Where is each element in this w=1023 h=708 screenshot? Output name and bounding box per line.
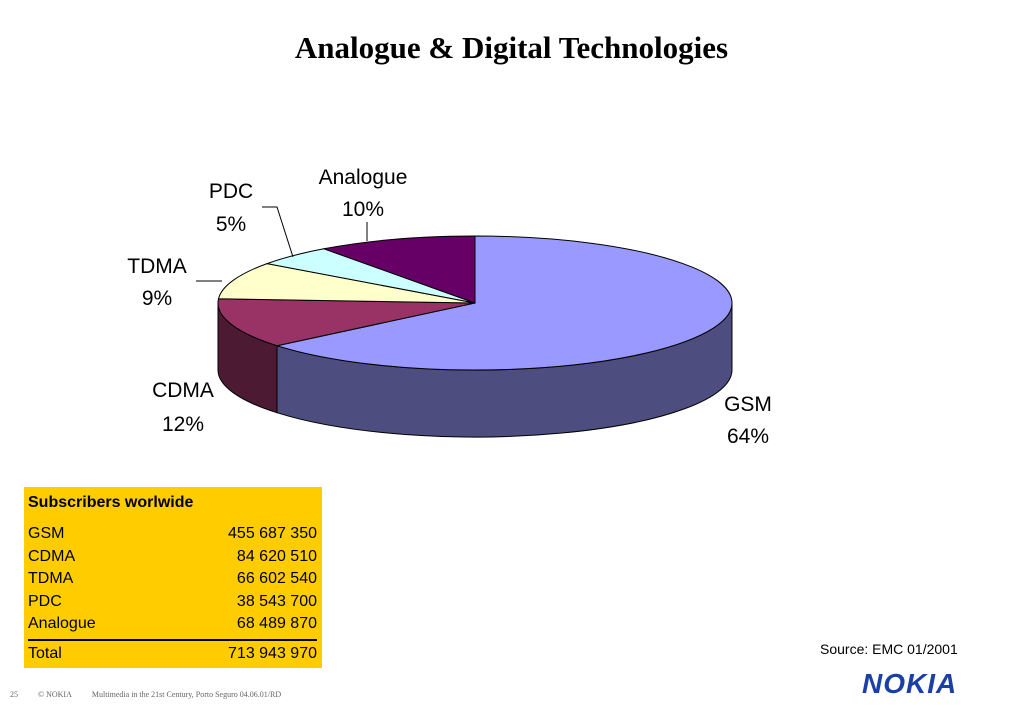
label-gsm-value: 64%	[727, 425, 769, 448]
row-name: GSM	[28, 525, 65, 542]
label-tdma-name: TDMA	[127, 255, 187, 278]
page-number: 25	[10, 690, 18, 699]
nokia-logo: NOKIA	[862, 668, 958, 699]
table-divider	[28, 638, 317, 641]
copyright: © NOKIA	[38, 690, 72, 699]
table-total-row: Total 713 943 970	[28, 641, 317, 667]
row-value: 84 620 510	[236, 547, 317, 565]
footer-text: Multimedia in the 21st Century, Porto Se…	[91, 690, 282, 699]
total-label: Total	[28, 644, 62, 662]
row-value: 68 489 870	[236, 615, 317, 633]
footer: 25 © NOKIA Multimedia in the 21st Centur…	[10, 690, 299, 699]
slice-top-tdma	[217, 263, 476, 304]
label-analogue-value: 10%	[342, 198, 384, 221]
table-row: TDMA 66 602 540	[28, 568, 317, 591]
slice-top-gsm	[275, 235, 733, 371]
leader-lines	[196, 206, 368, 282]
row-name: TDMA	[28, 570, 74, 588]
label-gsm-name: GSM	[724, 393, 772, 416]
label-analogue-name: Analogue	[319, 166, 408, 189]
slice-top-cdma	[217, 298, 476, 347]
source-note: Source: EMC 01/2001	[820, 641, 958, 657]
row-value: 455 687 350	[228, 525, 317, 542]
table-row: PDC 38 543 700	[28, 591, 317, 614]
row-name: Analogue	[28, 615, 96, 633]
label-cdma-name: CDMA	[152, 379, 214, 402]
label-tdma-value: 9%	[142, 287, 172, 310]
table-row: CDMA 84 620 510	[28, 546, 317, 569]
table-row: GSM 455 687 350	[28, 523, 317, 546]
total-value: 713 943 970	[228, 644, 317, 662]
row-value: 66 602 540	[236, 570, 317, 588]
label-pdc-value: 5%	[216, 213, 246, 236]
subscribers-table: Subscribers worlwide GSM 455 687 350 CDM…	[24, 487, 322, 668]
page-title: Analogue & Digital Technologies	[294, 30, 729, 65]
pie-tops	[217, 235, 733, 371]
table-header: Subscribers worlwide	[28, 494, 194, 511]
row-name: CDMA	[28, 547, 76, 565]
row-name: PDC	[28, 592, 62, 610]
label-cdma-value: 12%	[162, 413, 204, 436]
label-pdc-name: PDC	[209, 180, 253, 203]
row-value: 38 543 700	[236, 592, 317, 610]
slice-labels: GSM 64% CDMA 12% TDMA 9% PDC 5% Analogue…	[127, 166, 772, 448]
table-row: Analogue 68 489 870	[28, 613, 317, 636]
slice-top-analogue	[322, 235, 476, 304]
pdc-leader-line	[262, 206, 294, 258]
